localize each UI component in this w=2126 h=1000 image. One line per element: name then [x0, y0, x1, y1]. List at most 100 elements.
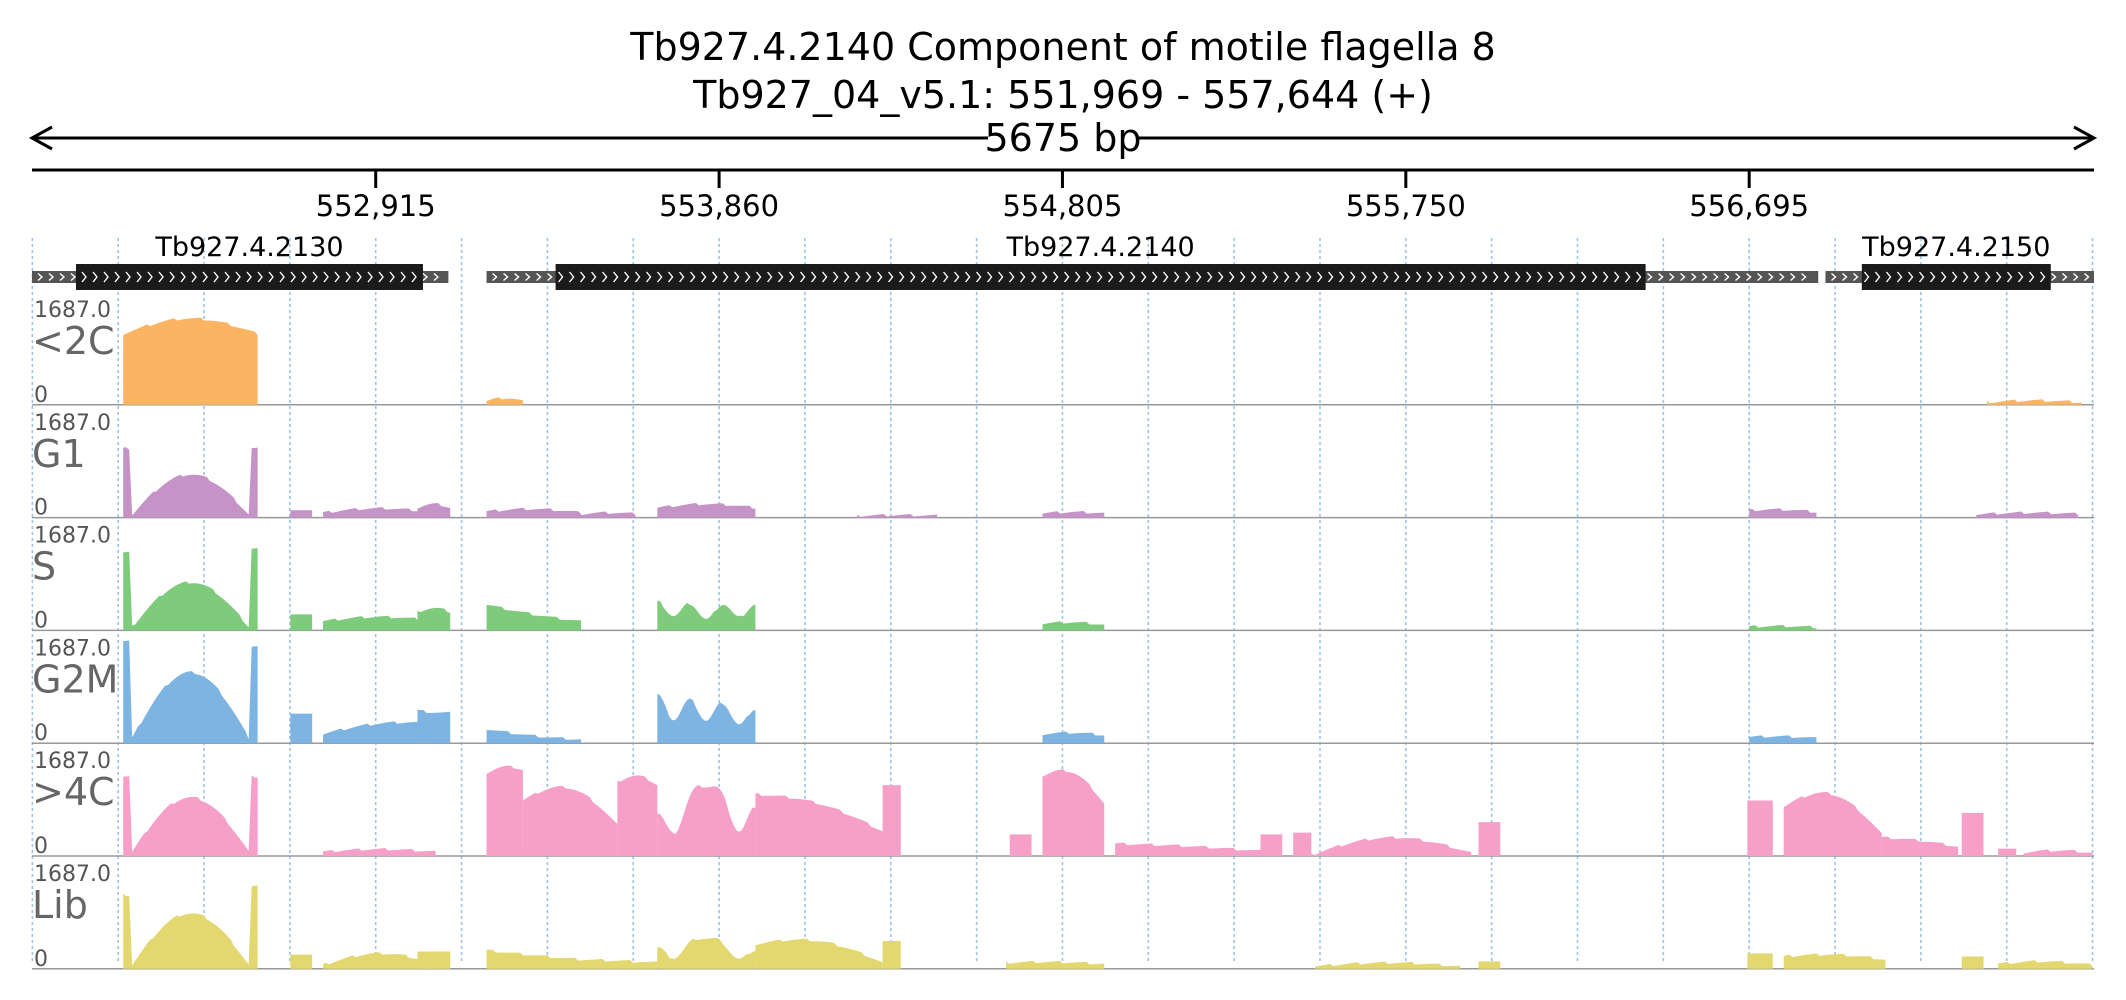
strand-chevron — [433, 272, 440, 282]
coverage-segment — [1747, 953, 1773, 969]
strand-chevron — [569, 271, 575, 283]
coverage-segment — [1998, 848, 2017, 856]
coverage-segment — [323, 507, 436, 518]
strand-chevron — [811, 271, 817, 283]
strand-chevron — [1372, 271, 1378, 283]
strand-chevron — [59, 272, 66, 282]
strand-chevron — [602, 271, 608, 283]
gene-label: Tb927.4.2130 — [154, 232, 343, 263]
strand-chevron — [411, 271, 417, 283]
strand-chevron — [1504, 271, 1510, 283]
strand-chevron — [998, 271, 1004, 283]
strand-chevron — [1207, 271, 1213, 283]
track-ymax-label: 1687.0 — [34, 636, 111, 661]
strand-chevron — [877, 271, 883, 283]
strand-chevron — [1669, 272, 1675, 282]
span-label: 5675 bp — [984, 116, 1141, 160]
strand-chevron — [1658, 272, 1664, 282]
track-0: 1687.0 0 <2C — [32, 298, 2094, 408]
strand-chevron — [147, 271, 153, 283]
coverage-segment — [581, 958, 658, 969]
strand-chevron — [646, 271, 652, 283]
strand-chevron — [1163, 271, 1169, 283]
strand-chevron — [921, 271, 927, 283]
coverage-segment — [1478, 822, 1501, 856]
gene-Tb927.4.2150: Tb927.4.2150 — [1825, 232, 2094, 290]
strand-chevron — [1273, 271, 1279, 283]
strand-chevron — [833, 271, 839, 283]
strand-chevron — [125, 271, 131, 283]
strand-chevron — [800, 271, 806, 283]
coverage-segment — [657, 693, 756, 744]
coverage-segment — [1009, 834, 1032, 856]
strand-chevron — [1086, 271, 1092, 283]
strand-chevron — [1984, 271, 1991, 283]
coverage-segment — [1976, 511, 2079, 518]
strand-chevron — [1680, 272, 1686, 282]
strand-chevron — [257, 271, 263, 283]
strand-chevron — [1383, 271, 1389, 283]
strand-chevron — [1973, 271, 1980, 283]
strand-chevron — [1636, 271, 1642, 283]
strand-chevron — [1416, 271, 1422, 283]
x-tick-label: 556,695 — [1689, 189, 1809, 223]
coverage-segment — [323, 952, 436, 969]
strand-chevron — [1218, 271, 1224, 283]
coverage-segment — [1749, 508, 1817, 518]
track-name-label: <2C — [32, 319, 115, 363]
strand-chevron — [1691, 272, 1697, 282]
strand-chevron — [2006, 271, 2013, 283]
strand-chevron — [1031, 271, 1037, 283]
strand-chevron — [1152, 271, 1158, 283]
strand-chevron — [1842, 272, 1848, 282]
strand-chevron — [158, 271, 164, 283]
strand-chevron — [723, 271, 729, 283]
track-ymax-label: 1687.0 — [34, 749, 111, 774]
coverage-segment — [581, 511, 636, 518]
strand-chevron — [701, 271, 707, 283]
strand-chevron — [1918, 271, 1925, 283]
strand-chevron — [1449, 271, 1455, 283]
strand-chevron — [1394, 271, 1400, 283]
coverage-segment — [486, 949, 582, 969]
strand-chevron — [1724, 272, 1730, 282]
strand-chevron — [1592, 271, 1598, 283]
strand-chevron — [180, 271, 186, 283]
coverage-segment — [417, 607, 451, 631]
coverage-segment — [1881, 836, 1959, 856]
strand-chevron — [2084, 272, 2090, 282]
strand-chevron — [246, 271, 252, 283]
strand-chevron — [1831, 272, 1837, 282]
coverage-segment — [323, 848, 436, 856]
strand-chevron — [1251, 271, 1257, 283]
strand-chevron — [1570, 271, 1576, 283]
gene-label: Tb927.4.2150 — [1861, 232, 2050, 263]
strand-chevron — [92, 271, 98, 283]
coverage-segment — [123, 640, 258, 744]
coverage-segment — [1998, 960, 2093, 969]
strand-chevron — [778, 271, 784, 283]
coverage-segment — [1042, 769, 1105, 856]
coverage-segment — [123, 447, 258, 518]
coverage-segment — [1042, 731, 1105, 744]
strand-chevron — [1526, 271, 1532, 283]
strand-chevron — [2039, 271, 2046, 283]
track-ymin-label: 0 — [34, 383, 48, 408]
coverage-segment — [1961, 956, 1984, 969]
strand-chevron — [943, 271, 949, 283]
strand-chevron — [422, 272, 429, 282]
track-ymax-label: 1687.0 — [34, 411, 111, 436]
coverage-segment — [2023, 849, 2093, 856]
strand-chevron — [1020, 271, 1026, 283]
coverage-segment — [123, 548, 258, 631]
strand-chevron — [767, 271, 773, 283]
track-name-label: S — [32, 545, 56, 589]
strand-chevron — [1460, 271, 1466, 283]
coverage-segment — [1747, 800, 1773, 856]
gene-label: Tb927.4.2140 — [1005, 232, 1194, 263]
strand-chevron — [1801, 272, 1807, 282]
strand-chevron — [2051, 272, 2057, 282]
strand-chevron — [624, 271, 630, 283]
track-1: 1687.0 0 G1 — [32, 411, 2094, 521]
strand-chevron — [1009, 271, 1015, 283]
